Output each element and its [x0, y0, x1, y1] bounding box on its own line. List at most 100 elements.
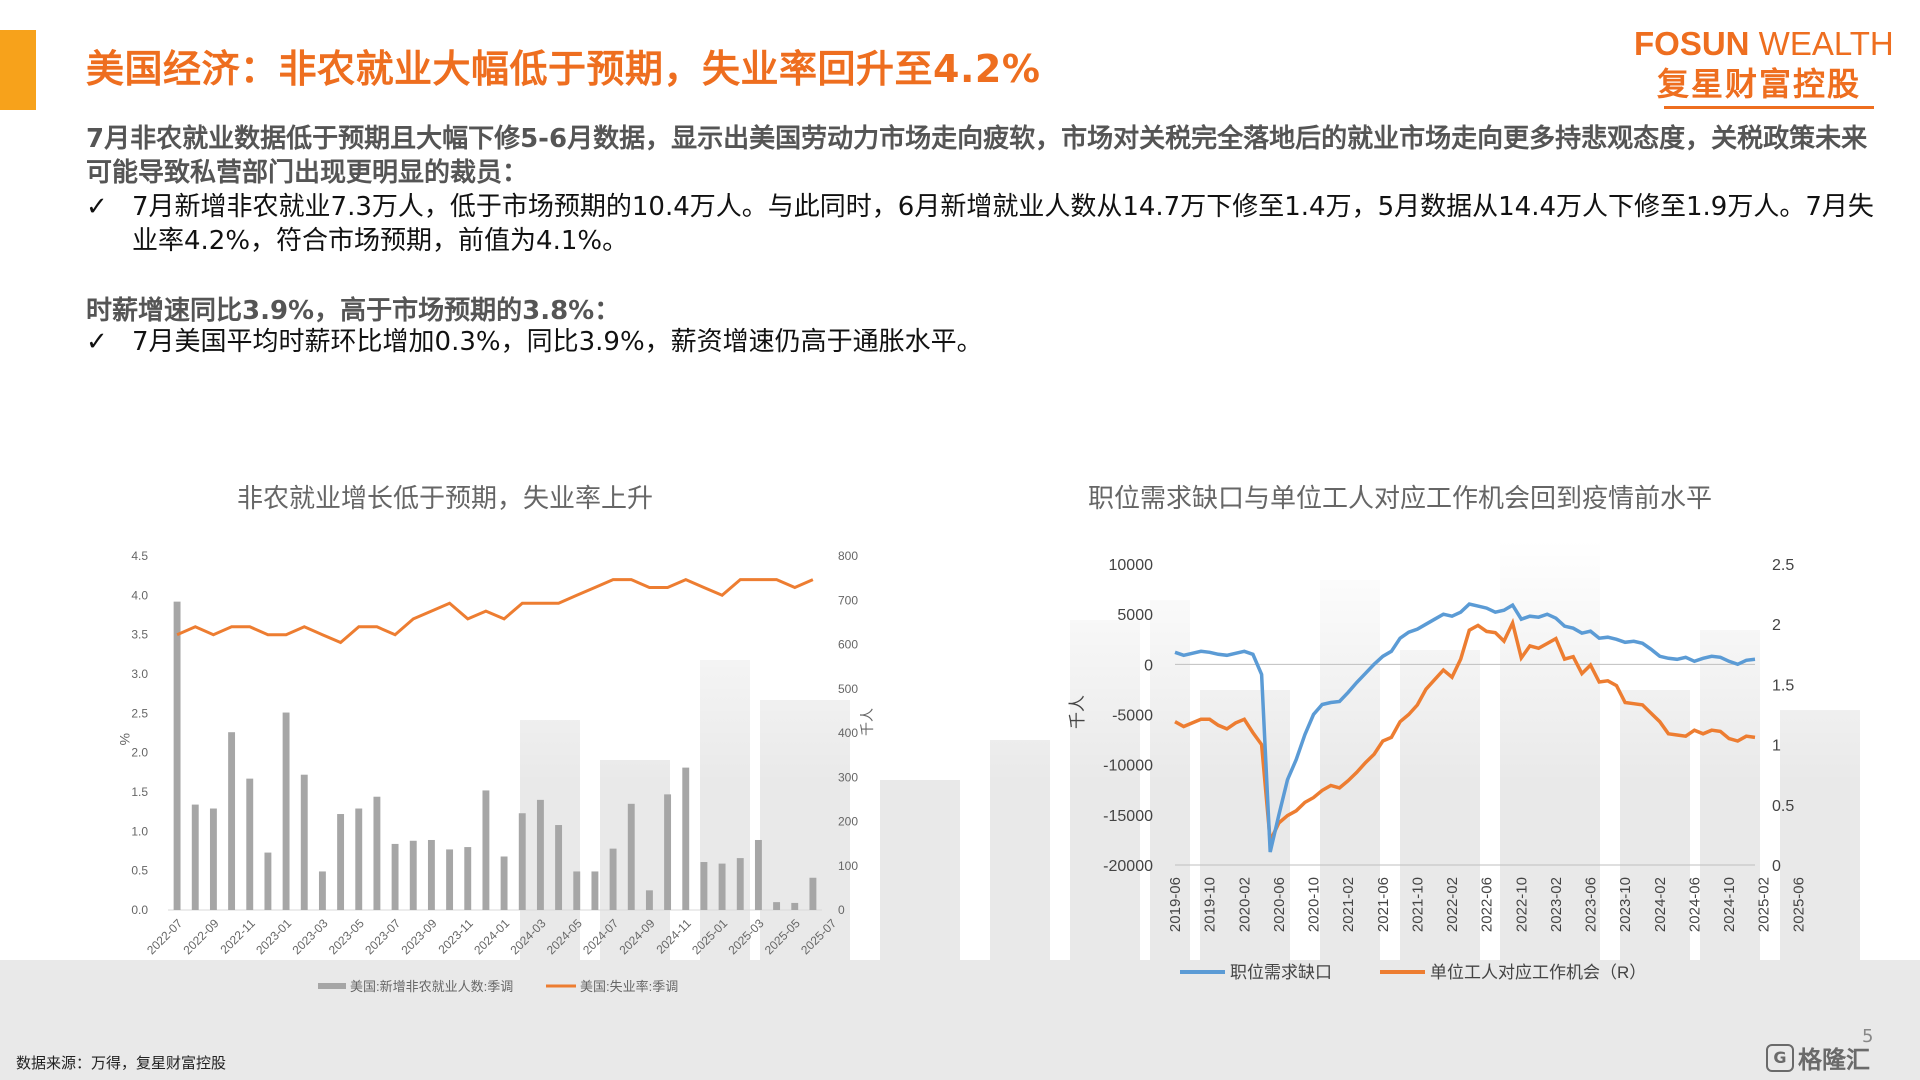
- chart2-openings-per-worker-line: [1174, 617, 1756, 848]
- chart2-left-tick-label: 5000: [1117, 607, 1153, 624]
- chart1-bar: [500, 856, 508, 910]
- chart1-bar: [682, 767, 690, 910]
- chart1-unemployment-line: [176, 577, 814, 645]
- chart1-bar: [300, 774, 308, 910]
- chart1-right-tick-label: 0: [838, 903, 845, 917]
- chart1-x-tick-label: 2025-01: [689, 916, 730, 957]
- chart1-right-tick-label: 800: [838, 549, 858, 563]
- chart1-left-tick-label: 0.0: [131, 903, 148, 917]
- chart1-right-axis-label: 千人: [859, 708, 875, 736]
- wage-subheading: 时薪增速同比3.9%，高于市场预期的3.8%：: [86, 296, 621, 326]
- chart2-left-tick-label: 10000: [1109, 557, 1154, 574]
- chart1-bar: [791, 902, 799, 910]
- chart2-x-tick-label: 2022-02: [1444, 877, 1461, 932]
- chart2-left-tick-label: -20000: [1103, 858, 1153, 875]
- chart1-bar: [391, 843, 399, 910]
- chart2-x-tick-label: 2023-10: [1617, 877, 1634, 932]
- chart1-x-tick-label: 2024-05: [544, 916, 585, 957]
- chart2-plot: 10000 5000 0 -5000 -10000 -15000 -20000 2.5 2 1.5…: [1068, 557, 1807, 982]
- bullet-item-wages: ✓ 7月美国平均时薪环比增加0.3%，同比3.9%，薪资增速仍高于通胀水平。: [86, 325, 1876, 359]
- chart1-x-tick-label: 2023-05: [326, 916, 367, 957]
- chart1-bar: [555, 825, 563, 910]
- chart2-legend-gap-label: 职位需求缺口: [1230, 963, 1332, 982]
- chart1-left-tick-label: 0.5: [131, 864, 148, 878]
- chart2-x-tick-label: 2025-06: [1790, 877, 1807, 932]
- chart2-x-tick-label: 2020-06: [1271, 877, 1288, 932]
- chart1-bar: [409, 840, 417, 910]
- chart2-x-tick-label: 2023-02: [1548, 877, 1565, 932]
- chart2-right-tick-label: 1.5: [1772, 677, 1794, 694]
- chart1-x-tick-label: 2024-11: [653, 916, 694, 957]
- chart2-x-tick-label: 2020-10: [1306, 877, 1323, 932]
- chart1-x-tick-label: 2024-03: [507, 916, 548, 957]
- chart1-bar: [464, 847, 472, 910]
- checkmark-icon: ✓: [86, 192, 108, 222]
- chart1-right-tick-label: 600: [838, 638, 858, 652]
- chart1-x-tick-label: 2025-03: [725, 916, 766, 957]
- logo-underline: [1664, 106, 1874, 109]
- chart1-bar: [209, 808, 217, 910]
- chart2-right-tick-label: 0: [1772, 858, 1781, 875]
- bullet-text: 7月新增非农就业7.3万人，低于市场预期的10.4万人。与此同时，6月新增就业人…: [132, 192, 1874, 256]
- watermark-text: 格隆汇: [1798, 1046, 1870, 1074]
- chart1-bar: [482, 790, 490, 910]
- gelonghui-logo-icon: G: [1766, 1043, 1794, 1072]
- chart1-bar: [773, 902, 781, 910]
- chart1-left-tick-label: 1.0: [131, 824, 148, 838]
- chart1-x-tick-label: 2024-07: [580, 916, 621, 957]
- chart1-x-tick-label: 2025-07: [798, 916, 839, 957]
- chart2-x-tick-label: 2022-10: [1513, 877, 1530, 932]
- chart1-bar: [373, 796, 381, 910]
- intro-paragraph: 7月非农就业数据低于预期且大幅下修5-6月数据，显示出美国劳动力市场走向疲软，市…: [86, 124, 1868, 188]
- chart1-bar: [337, 814, 345, 910]
- checkmark-icon: ✓: [86, 327, 108, 357]
- chart1-bar: [627, 803, 635, 910]
- chart2-x-tick-label: 2020-02: [1236, 877, 1253, 932]
- chart2-x-tick-label: 2019-06: [1167, 877, 1184, 932]
- chart2-x-tick-label: 2021-10: [1409, 877, 1426, 932]
- chart1-bar: [355, 808, 363, 910]
- chart1-legend-bar-label: 美国:新增非农就业人数:季调: [350, 979, 513, 994]
- data-source-note: 数据来源：万得，复星财富控股: [16, 1054, 227, 1072]
- chart1-x-tick-label: 2023-09: [398, 916, 439, 957]
- chart2-left-tick-label: -10000: [1103, 758, 1153, 775]
- chart1-bar: [282, 712, 290, 910]
- chart1-right-tick-label: 200: [838, 815, 858, 829]
- chart1-legend-line-label: 美国:失业率:季调: [580, 979, 678, 994]
- chart1-bar: [427, 839, 435, 910]
- title-accent-bar: [0, 30, 36, 110]
- chart1-right-tick-label: 700: [838, 593, 858, 607]
- chart1-x-tick-label: 2022-11: [217, 916, 258, 957]
- chart1-plot: 0.0 0.5 1.0 1.5 2.0 2.5 3.0 3.5 4.0 4.5 0 100 200 300…: [117, 549, 875, 994]
- chart2-job-gap-line: [1174, 602, 1756, 853]
- logo-en-bold: FOSUN: [1634, 25, 1750, 62]
- chart2-left-axis-label: 千人: [1068, 695, 1087, 729]
- logo-cn: 复星财富控股: [1656, 65, 1861, 103]
- chart1-right-tick-label: 300: [838, 770, 858, 784]
- chart2-x-tick-label: 2025-02: [1756, 877, 1773, 932]
- chart2-title: 职位需求缺口与单位工人对应工作机会回到疫情前水平: [1088, 484, 1713, 514]
- chart1-bar: [718, 863, 726, 910]
- chart2-x-tick-label: 2024-10: [1721, 877, 1738, 932]
- chart1-bar: [700, 862, 708, 910]
- chart1-left-tick-label: 2.0: [131, 746, 148, 760]
- chart1-x-tick-label: 2025-05: [762, 916, 803, 957]
- chart1-bar: [536, 799, 544, 910]
- chart1-left-tick-label: 4.5: [131, 549, 148, 563]
- chart1-bar: [754, 839, 762, 910]
- chart1-left-tick-label: 3.5: [131, 628, 148, 642]
- chart1-bar: [609, 848, 617, 910]
- chart1-right-tick-label: 400: [838, 726, 858, 740]
- chart1-x-tick-label: 2024-01: [471, 916, 512, 957]
- chart1-x-tick-label: 2022-09: [180, 916, 221, 957]
- chart1-left-axis-label: %: [117, 733, 133, 745]
- chart2-x-tick-label: 2022-06: [1479, 877, 1496, 932]
- chart2-x-tick-label: 2023-06: [1583, 877, 1600, 932]
- chart1-bar: [736, 858, 744, 910]
- chart2-x-tick-label: 2019-10: [1202, 877, 1219, 932]
- chart1-bar: [246, 778, 254, 910]
- chart2-legend-openings-label: 单位工人对应工作机会（R）: [1430, 963, 1646, 982]
- chart2-x-tick-label: 2021-06: [1375, 877, 1392, 932]
- chart1-bar: [318, 871, 326, 910]
- chart2-right-tick-label: 0.5: [1772, 798, 1794, 815]
